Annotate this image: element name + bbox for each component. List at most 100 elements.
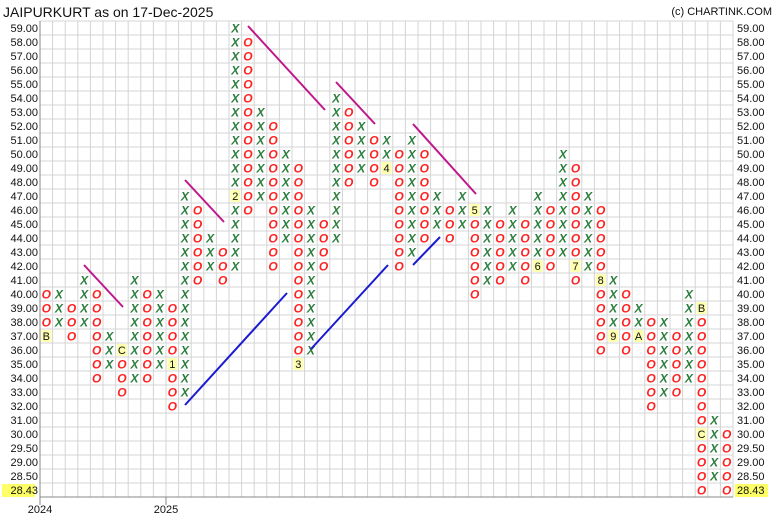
price-label-right: 43.00 <box>737 247 765 259</box>
price-label-right: 52.00 <box>737 121 765 133</box>
month-marker: 6 <box>535 261 541 273</box>
x-box: X <box>129 302 139 316</box>
x-box: X <box>583 246 593 260</box>
x-box: X <box>457 218 467 232</box>
price-label-right: 29.00 <box>737 457 765 469</box>
x-box: X <box>709 428 719 442</box>
o-box: O <box>67 302 77 316</box>
o-box: O <box>168 344 178 358</box>
price-label-left: 44.00 <box>10 233 38 245</box>
x-box: X <box>79 316 89 330</box>
o-box: O <box>92 330 102 344</box>
x-box: X <box>507 260 517 274</box>
o-box: O <box>596 260 606 274</box>
o-box: O <box>520 232 530 246</box>
price-label-right: 40.00 <box>737 289 765 301</box>
x-box: X <box>331 120 341 134</box>
o-box: O <box>621 288 631 302</box>
o-box: O <box>722 442 732 456</box>
o-box: O <box>142 344 152 358</box>
x-box: X <box>608 316 618 330</box>
x-box: X <box>381 134 391 148</box>
o-box: O <box>92 288 102 302</box>
o-box: O <box>596 302 606 316</box>
x-box: X <box>457 190 467 204</box>
o-box: O <box>546 232 556 246</box>
x-box: X <box>129 344 139 358</box>
o-box: O <box>294 316 304 330</box>
month-marker-bg <box>696 302 707 314</box>
x-box: X <box>709 442 719 456</box>
x-box: X <box>583 218 593 232</box>
o-box: O <box>243 120 253 134</box>
o-box: O <box>193 204 203 218</box>
x-box: X <box>306 330 316 344</box>
x-box: X <box>104 358 114 372</box>
x-box: X <box>155 344 165 358</box>
x-box: X <box>558 148 568 162</box>
price-label-right: 58.00 <box>737 37 765 49</box>
month-marker: 3 <box>295 359 301 371</box>
price-label-left: 47.00 <box>10 191 38 203</box>
x-box: X <box>507 232 517 246</box>
o-box: O <box>495 260 505 274</box>
o-box: O <box>394 260 404 274</box>
x-box: X <box>255 134 265 148</box>
x-box: X <box>180 260 190 274</box>
o-box: O <box>697 372 707 386</box>
o-box: O <box>596 246 606 260</box>
x-box: X <box>281 204 291 218</box>
price-label-right: 45.00 <box>737 219 765 231</box>
x-box: X <box>230 148 240 162</box>
uptrend-line <box>412 236 441 266</box>
o-box: O <box>369 176 379 190</box>
x-box: X <box>407 190 417 204</box>
x-box: X <box>180 302 190 316</box>
o-box: O <box>294 302 304 316</box>
o-box: O <box>193 218 203 232</box>
o-box: O <box>470 260 480 274</box>
o-box: O <box>646 386 656 400</box>
x-box: X <box>331 232 341 246</box>
o-box: O <box>697 316 707 330</box>
o-box: O <box>722 428 732 442</box>
o-box: O <box>546 204 556 218</box>
o-box: O <box>268 218 278 232</box>
x-box: X <box>533 218 543 232</box>
x-box: X <box>180 190 190 204</box>
x-box: X <box>533 190 543 204</box>
o-box: O <box>117 372 127 386</box>
o-box: O <box>596 204 606 218</box>
x-box: X <box>180 218 190 232</box>
month-marker-bg <box>41 330 52 342</box>
x-box: X <box>281 162 291 176</box>
x-box: X <box>608 274 618 288</box>
x-box: X <box>281 148 291 162</box>
o-box: O <box>142 358 152 372</box>
x-box: X <box>230 162 240 176</box>
o-box: O <box>268 134 278 148</box>
x-box: X <box>507 204 517 218</box>
o-box: O <box>92 372 102 386</box>
o-box: O <box>495 218 505 232</box>
x-box: X <box>533 232 543 246</box>
x-box: X <box>684 288 694 302</box>
price-label-left: 52.00 <box>10 121 38 133</box>
x-box: X <box>659 316 669 330</box>
price-label-left: 45.00 <box>10 219 38 231</box>
o-box: O <box>697 456 707 470</box>
month-marker: 8 <box>598 275 604 287</box>
x-box: X <box>104 344 114 358</box>
o-box: O <box>394 162 404 176</box>
price-label-left: 35.00 <box>10 359 38 371</box>
o-box: O <box>394 204 404 218</box>
o-box: O <box>142 330 152 344</box>
x-box: X <box>407 176 417 190</box>
price-label-left: 59.00 <box>10 23 38 35</box>
x-box: X <box>331 176 341 190</box>
x-box: X <box>356 162 366 176</box>
o-box: O <box>420 218 430 232</box>
price-label-right: 34.00 <box>737 373 765 385</box>
price-label-right: 48.00 <box>737 177 765 189</box>
x-box: X <box>482 246 492 260</box>
